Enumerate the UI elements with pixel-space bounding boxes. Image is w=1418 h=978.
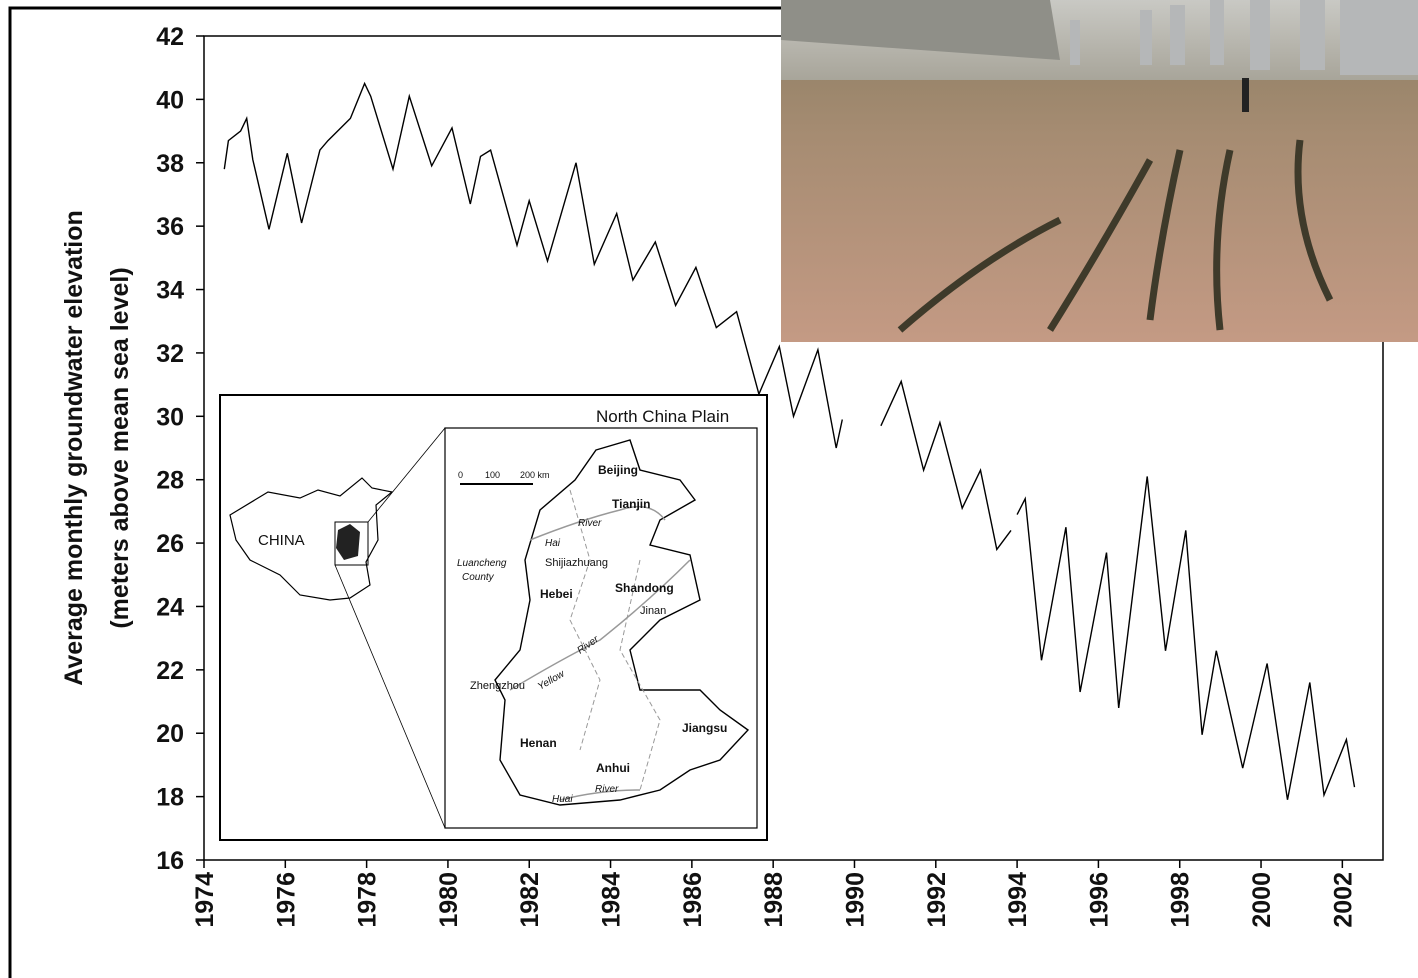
x-tick-label: 1978 [354,872,382,928]
x-tick-label: 1994 [1004,872,1032,928]
place-label: Tianjin [612,497,650,511]
country-label: CHINA [258,532,305,549]
x-tick-label: 1976 [272,872,300,928]
place-label: Anhui [596,761,630,775]
y-tick-label: 36 [156,213,184,241]
y-tick-label: 20 [156,720,184,748]
y-tick-label: 30 [156,403,184,431]
y-tick-label: 32 [156,340,184,368]
scale-label: 100 [485,470,500,480]
inset-title: North China Plain [596,407,729,426]
y-tick-label: 22 [156,657,184,685]
y-tick-label: 38 [156,150,184,178]
y-tick-label: 34 [156,277,184,305]
x-tick-label: 2000 [1248,872,1276,928]
river-label: River [595,784,619,795]
x-tick-label: 1992 [923,872,951,928]
x-tick-label: 1974 [191,872,219,928]
page: {"chart_data":{"type":"line", "y_label":… [0,0,1418,978]
scale-label: 0 [458,470,463,480]
county-label: Luancheng [457,558,507,569]
river-label: Hai [545,538,561,549]
y-tick-label: 26 [156,530,184,558]
place-label: Jinan [640,605,666,617]
place-label: Shandong [615,581,674,595]
place-label: Jiangsu [682,721,727,735]
photo-person [1242,78,1249,112]
y-tick-label: 42 [156,23,184,51]
x-tick-label: 1986 [679,872,707,928]
y-tick-label: 18 [156,784,184,812]
inset-map: North China Plain CHINA 0 100 200 km Bei… [220,395,767,840]
place-label: Hebei [540,587,573,601]
x-tick-label: 1998 [1167,872,1195,928]
river-label: River [578,518,602,529]
y-tick-label: 40 [156,86,184,114]
x-tick-label: 1980 [435,872,463,928]
x-tick-label: 1996 [1085,872,1113,928]
place-label: Henan [520,736,557,750]
scale-label: 200 km [520,470,550,480]
photo [781,0,1418,342]
x-tick-label: 2002 [1329,872,1357,928]
y-tick-label: 28 [156,467,184,495]
place-label: Zhengzhou [470,680,525,692]
chart: 16 18 20 22 24 26 28 30 32 34 36 38 40 42 1974 1976 1978… [0,0,1418,978]
y-tick-label: 16 [156,847,184,875]
county-label: County [462,572,495,583]
x-tick-label: 1988 [760,872,788,928]
x-tick-label: 1990 [841,872,869,928]
y-tick-label: 24 [156,593,184,621]
x-tick-label: 1982 [516,872,544,928]
y-axis-label: (meters above mean sea level) [106,267,134,628]
x-tick-label: 1984 [598,872,626,928]
place-label: Shijiazhuang [545,557,608,569]
river-label: Huai [552,794,573,805]
place-label: Beijing [598,463,638,477]
y-axis-label: Average monthly groundwater elevation [60,210,88,686]
